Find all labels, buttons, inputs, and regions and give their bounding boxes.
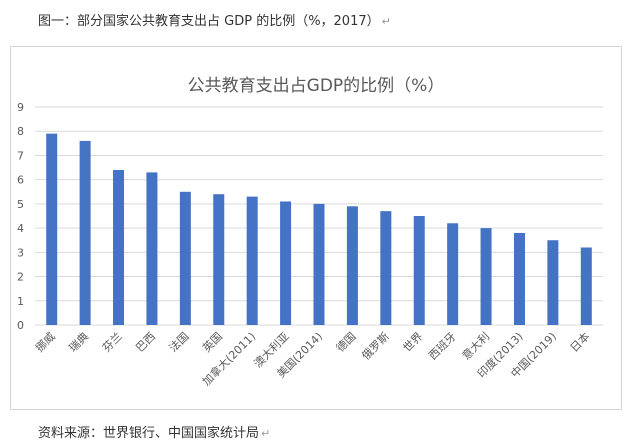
- y-tick-label: 9: [17, 101, 24, 114]
- bar: [280, 201, 292, 325]
- bar: [413, 216, 425, 325]
- x-tick-label: 瑞典: [66, 329, 91, 354]
- bar: [179, 191, 191, 325]
- x-tick-label: 俄罗斯: [359, 330, 392, 363]
- source-note-text: 资料来源：世界银行、中国国家统计局: [38, 426, 260, 441]
- y-tick-label: 2: [17, 271, 24, 284]
- bar: [580, 247, 592, 325]
- x-tick-label: 芬兰: [100, 330, 125, 355]
- y-tick-label: 0: [17, 319, 24, 332]
- chart-title: 公共教育支出占GDP的比例（%）: [188, 76, 445, 96]
- y-tick-label: 8: [17, 125, 24, 138]
- paragraph-mark-icon: ↵: [261, 427, 271, 440]
- x-tick-label: 西班牙: [426, 330, 459, 363]
- bar: [480, 228, 492, 325]
- x-tick-label: 巴西: [133, 330, 158, 355]
- paragraph-mark-icon: ↵: [381, 15, 391, 28]
- x-tick-label: 意大利: [459, 329, 492, 362]
- bars: [46, 133, 592, 325]
- y-tick-label: 4: [17, 222, 24, 235]
- y-axis-ticks: 0 1 2 3 4 5 6 7 8 9: [17, 101, 24, 332]
- y-tick-label: 7: [17, 149, 24, 162]
- bar-chart: 公共教育支出占GDP的比例（%） 0 1 2 3 4 5 6 7 8 9 挪威 瑞典 芬兰 巴西 法国 英国…: [17, 76, 603, 388]
- bar: [213, 194, 225, 325]
- bar: [313, 203, 325, 325]
- source-note: 资料来源：世界银行、中国国家统计局 ↵: [38, 422, 270, 441]
- bar: [246, 196, 258, 325]
- x-tick-label: 挪威: [32, 329, 57, 354]
- y-tick-label: 6: [17, 174, 24, 187]
- bar: [447, 223, 459, 325]
- chart-frame: 公共教育支出占GDP的比例（%） 0 1 2 3 4 5 6 7 8 9 挪威 瑞典 芬兰 巴西 法国 英国…: [10, 46, 622, 410]
- x-tick-label: 法国: [166, 329, 191, 354]
- bar: [380, 211, 392, 325]
- y-tick-label: 3: [17, 246, 24, 259]
- bar: [346, 206, 358, 325]
- x-tick-label: 世界: [401, 330, 426, 355]
- x-tick-label: 英国: [199, 329, 224, 354]
- bar: [79, 140, 91, 325]
- y-tick-label: 5: [17, 198, 24, 211]
- x-tick-label: 日本: [567, 329, 592, 354]
- bar: [146, 172, 158, 325]
- bar: [113, 169, 125, 325]
- x-tick-label: 德国: [333, 329, 358, 354]
- figure-caption: 图一：部分国家公共教育支出占 GDP 的比例（%，2017） ↵: [38, 10, 391, 29]
- figure-caption-text: 图一：部分国家公共教育支出占 GDP 的比例（%，2017）: [38, 14, 380, 29]
- bar: [547, 240, 559, 325]
- y-tick-label: 1: [17, 295, 24, 308]
- bar: [513, 232, 525, 325]
- bar: [46, 133, 58, 325]
